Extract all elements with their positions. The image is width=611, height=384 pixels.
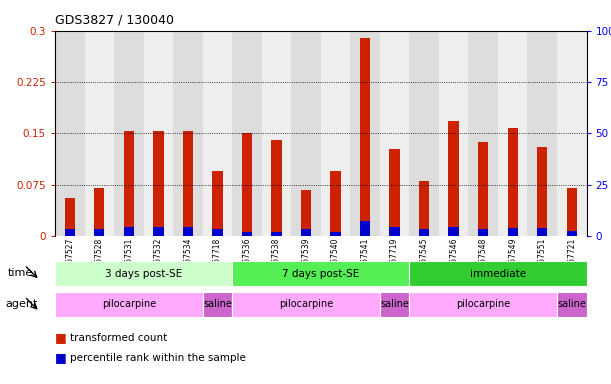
Bar	[557, 31, 587, 236]
Bar	[271, 232, 282, 236]
Bar	[478, 229, 488, 236]
Bar	[498, 31, 527, 236]
Text: ■: ■	[55, 331, 67, 344]
Text: pilocarpine: pilocarpine	[456, 299, 510, 310]
Bar	[350, 31, 380, 236]
Bar	[153, 227, 164, 236]
Bar	[448, 227, 459, 236]
Bar	[65, 228, 75, 236]
Bar	[242, 232, 252, 236]
Text: transformed count: transformed count	[70, 333, 167, 343]
Bar	[183, 131, 193, 236]
Bar	[173, 31, 203, 236]
Text: agent: agent	[5, 299, 37, 309]
Bar	[508, 228, 518, 236]
Bar	[331, 171, 341, 236]
Bar	[94, 188, 104, 236]
Bar	[389, 227, 400, 236]
Text: saline: saline	[557, 299, 586, 310]
Text: ■: ■	[55, 351, 67, 364]
Text: time: time	[7, 268, 32, 278]
Bar	[439, 31, 469, 236]
Text: pilocarpine: pilocarpine	[279, 299, 333, 310]
Bar	[409, 31, 439, 236]
Bar	[537, 228, 547, 236]
Bar	[508, 128, 518, 236]
Bar	[321, 31, 350, 236]
Bar	[212, 228, 222, 236]
Bar	[232, 261, 409, 286]
Text: percentile rank within the sample: percentile rank within the sample	[70, 353, 246, 363]
Bar	[478, 142, 488, 236]
Bar	[94, 229, 104, 236]
Bar	[469, 31, 498, 236]
Bar	[291, 31, 321, 236]
Bar	[537, 147, 547, 236]
Bar	[232, 31, 262, 236]
Bar	[262, 31, 291, 236]
Bar	[389, 149, 400, 236]
Bar	[301, 190, 311, 236]
Bar	[123, 227, 134, 236]
Bar	[360, 38, 370, 236]
Text: immediate: immediate	[470, 268, 526, 279]
Bar	[183, 227, 193, 236]
Bar	[566, 231, 577, 236]
Bar	[380, 31, 409, 236]
Bar	[409, 261, 587, 286]
Bar	[301, 229, 311, 236]
Bar	[448, 121, 459, 236]
Bar	[419, 181, 430, 236]
Bar	[203, 31, 232, 236]
Bar	[409, 292, 557, 317]
Bar	[557, 292, 587, 317]
Bar	[144, 31, 173, 236]
Text: 7 days post-SE: 7 days post-SE	[282, 268, 359, 279]
Bar	[232, 292, 380, 317]
Bar	[123, 131, 134, 236]
Text: GDS3827 / 130040: GDS3827 / 130040	[55, 13, 174, 26]
Bar	[55, 31, 84, 236]
Bar	[380, 292, 409, 317]
Bar	[84, 31, 114, 236]
Bar	[419, 229, 430, 236]
Text: saline: saline	[380, 299, 409, 310]
Bar	[331, 232, 341, 236]
Text: pilocarpine: pilocarpine	[101, 299, 156, 310]
Bar	[55, 292, 203, 317]
Text: 3 days post-SE: 3 days post-SE	[105, 268, 182, 279]
Bar	[212, 171, 222, 236]
Bar	[527, 31, 557, 236]
Bar	[203, 292, 232, 317]
Bar	[55, 261, 232, 286]
Text: saline: saline	[203, 299, 232, 310]
Bar	[153, 131, 164, 236]
Bar	[566, 188, 577, 236]
Bar	[114, 31, 144, 236]
Bar	[242, 133, 252, 236]
Bar	[65, 199, 75, 236]
Bar	[360, 221, 370, 236]
Bar	[271, 140, 282, 236]
